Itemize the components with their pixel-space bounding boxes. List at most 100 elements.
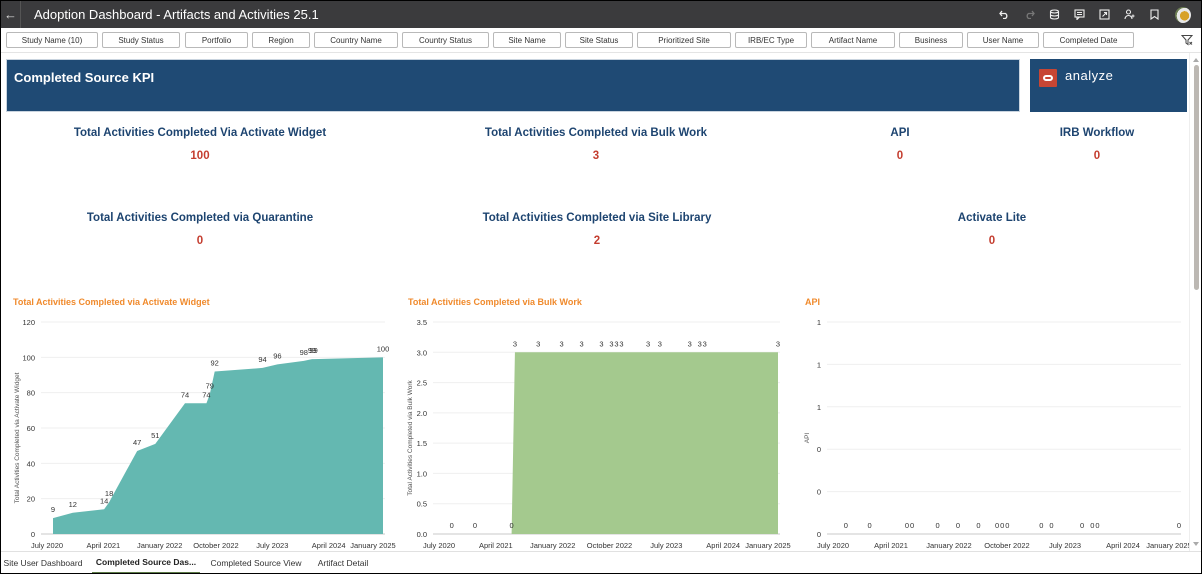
data-label: 3 [658,339,662,348]
data-label: 3 [579,339,583,348]
kpi-label: API [890,127,910,139]
y-tick-label: 0 [31,530,35,539]
vertical-scrollbar[interactable] [1189,53,1201,551]
tab-completed-source-view[interactable]: Completed Source View [210,558,302,568]
filter-artifact-name[interactable]: Artifact Name [811,32,895,48]
y-tick-label: 0.0 [417,530,427,539]
chart-plot[interactable]: 0 20 40 60 80 100 120 Total Activities Complete… [13,297,396,551]
bookmark-button[interactable] [1142,1,1167,28]
scroll-up-arrow-icon[interactable] [1193,58,1199,62]
bookmark-icon [1150,9,1159,20]
kpi-value: 0 [196,235,204,247]
chart-bulk-work[interactable]: Total Activities Completed via Bulk Work… [407,297,791,551]
data-label: 0 [956,521,960,530]
chart-activate-widget[interactable]: Total Activities Completed via Activate … [13,297,396,551]
filter-country-name[interactable]: Country Name [314,32,398,48]
avatar[interactable] [1175,6,1191,23]
filter-portfolio[interactable]: Portfolio [185,32,248,48]
kpi-value: 3 [592,150,600,162]
data-label: 0 [473,521,477,530]
x-tick-label: October 2022 [193,541,238,550]
filter-user-name[interactable]: User Name [967,32,1039,48]
filter-completed-date[interactable]: Completed Date [1043,32,1134,48]
chart-title: Total Activities Completed via Bulk Work [408,297,582,307]
x-tick-label: January 2025 [745,541,790,550]
filter-study-status[interactable]: Study Status [102,32,180,48]
undo-button[interactable] [992,1,1017,28]
kpi-tile: API 0 [700,127,1100,162]
y-tick-label: 100 [22,353,35,362]
filter-icon[interactable] [1181,34,1193,46]
data-label: 0 [1177,521,1181,530]
x-tick-label: April 2024 [706,541,740,550]
filter-irb-ec-type[interactable]: IRB/EC Type [735,32,807,48]
y-tick-label: 3.0 [417,348,427,357]
filter-region[interactable]: Region [252,32,310,48]
data-label: 18 [105,489,113,498]
y-tick-label: 80 [27,389,35,398]
x-tick-label: January 2025 [350,541,395,550]
toolbar-icons [992,1,1191,28]
data-label: 94 [258,355,266,364]
user-share-button[interactable] [1117,1,1142,28]
filter-bar: Study Name (10) Study Status Portfolio Regi… [1,28,1201,53]
arrow-left-icon: ← [4,7,17,22]
y-tick-label: 0 [817,530,821,539]
back-button[interactable]: ← [1,1,21,28]
y-tick-label: 0.5 [417,500,427,509]
y-tick-label: 1.5 [417,439,427,448]
x-tick-label: July 2023 [650,541,682,550]
filter-prioritized-site[interactable]: Prioritized Site [637,32,731,48]
x-tick-label: April 2021 [874,541,908,550]
y-axis-label: Total Activities Completed via Bulk Work [407,380,414,496]
filter-site-name[interactable]: Site Name [493,32,561,48]
x-tick-label: April 2021 [86,541,120,550]
kpi-label: Total Activities Completed via Bulk Work [484,127,708,139]
kpi-tile: Total Activities Completed Via Activate … [1,127,400,162]
data-label: 0 [936,521,940,530]
filter-study-name-10[interactable]: Study Name (10) [6,32,98,48]
data-label: 3 [599,339,603,348]
data-label: 79 [206,381,214,390]
data-label: 99 [310,346,318,355]
x-tick-label: July 2020 [817,541,849,550]
x-tick-label: January 2022 [137,541,182,550]
scroll-down-arrow-icon[interactable] [1193,542,1199,546]
kpi-label: Activate Lite [957,212,1027,224]
area-series[interactable] [53,357,383,534]
filter-country-status[interactable]: Country Status [402,32,489,48]
data-label: 12 [69,500,77,509]
kpi-value: 0 [1093,150,1101,162]
y-tick-label: 120 [22,318,35,327]
scroll-thumb[interactable] [1194,65,1199,290]
filter-site-status[interactable]: Site Status [565,32,633,48]
data-label: 0 [1049,521,1053,530]
data-label: 0 [1090,521,1094,530]
y-tick-label: 1 [817,403,821,412]
kpi-tile: Total Activities Completed via Bulk Work… [396,127,796,162]
tab-site-user-dashboard[interactable]: Site User Dashboard [3,558,83,568]
data-label: 3 [688,339,692,348]
x-tick-label: January 2022 [926,541,971,550]
kpi-label: Total Activities Completed via Quarantin… [86,212,314,224]
chart-api[interactable]: API 0 0 0 1 1 1 API 0 0 0 0 0 0 0 0 0 0 0 0 0 0 0 0 July 2020 Ap… [804,297,1189,551]
data-label: 0 [1000,521,1004,530]
dashboard-canvas: Completed Source KPI analyze Total Activ… [1,53,1189,551]
filter-business[interactable]: Business [899,32,963,48]
tab-completed-source-das[interactable]: Completed Source Das... [92,552,200,573]
tab-artifact-detail[interactable]: Artifact Detail [317,558,369,568]
y-axis-label: API [804,433,811,444]
area-series[interactable] [451,352,778,534]
data-label: 100 [377,344,390,353]
redo-button[interactable] [1017,1,1042,28]
kpi-tile: IRB Workflow 0 [897,127,1189,162]
oracle-logo-icon [1039,69,1057,87]
kpi-banner: Completed Source KPI [6,59,1020,112]
present-button[interactable] [1092,1,1117,28]
data-button[interactable] [1042,1,1067,28]
data-label: 74 [202,390,210,399]
data-label: 3 [703,339,707,348]
comment-button[interactable] [1067,1,1092,28]
